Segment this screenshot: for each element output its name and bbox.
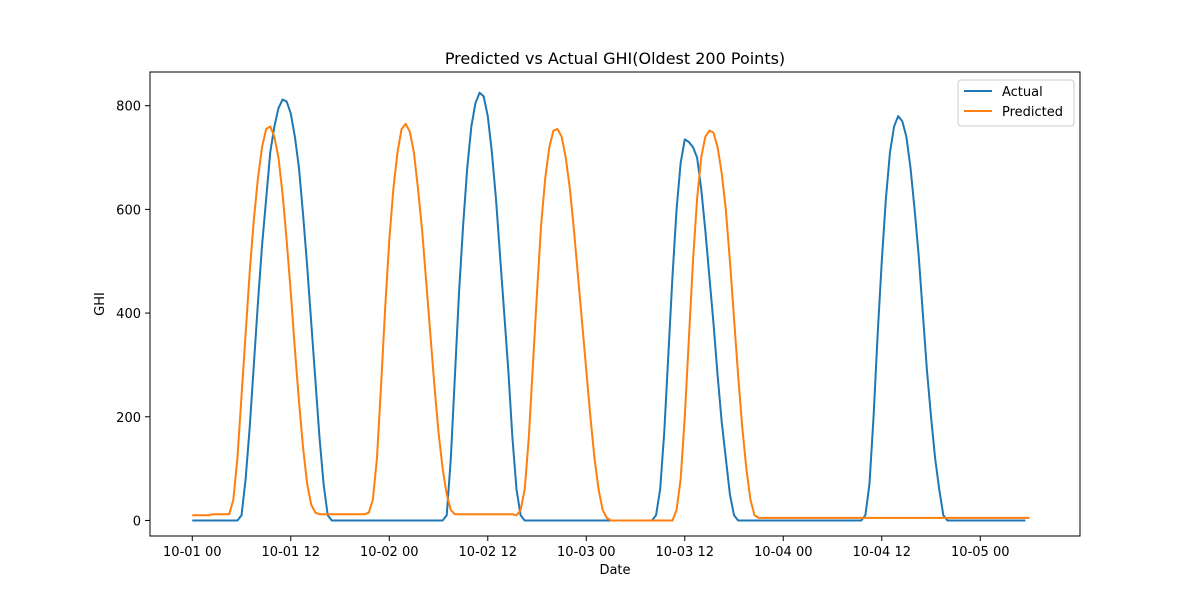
- plot-area: [149, 71, 1081, 537]
- y-tick-label: 200: [116, 411, 141, 426]
- y-tick-label: 800: [116, 100, 141, 115]
- x-tick-label: 10-04 12: [853, 545, 911, 560]
- y-tick-label: 400: [116, 307, 141, 322]
- y-axis-ticks: 0 200 400 600 800: [116, 100, 150, 529]
- plot-frame: [149, 71, 1081, 537]
- x-tick-label: 10-04 00: [754, 545, 812, 560]
- x-axis-label: Date: [599, 563, 630, 578]
- y-tick-label: 600: [116, 203, 141, 218]
- x-tick-label: 10-01 12: [262, 545, 320, 560]
- x-tick-label: 10-02 00: [360, 545, 418, 560]
- legend: Actual Predicted: [957, 79, 1075, 127]
- x-axis-ticks: 10-01 00 10-01 12 10-02 00 10-02 12 10-03 00…: [163, 536, 1009, 560]
- x-tick-label: 10-03 00: [557, 545, 615, 560]
- series-line-predicted: [192, 122, 1030, 522]
- x-tick-label: 10-01 00: [163, 545, 221, 560]
- y-tick-label: 0: [133, 514, 141, 529]
- y-axis-label: GHI: [93, 292, 108, 316]
- chart-title: Predicted vs Actual GHI(Oldest 200 Point…: [445, 49, 785, 68]
- legend-label-predicted: Predicted: [1002, 105, 1063, 120]
- legend-label-actual: Actual: [1002, 85, 1043, 100]
- x-tick-label: 10-05 00: [951, 545, 1009, 560]
- series-line-actual: [192, 91, 1026, 522]
- x-tick-label: 10-02 12: [459, 545, 517, 560]
- x-tick-label: 10-03 12: [656, 545, 714, 560]
- series-layer: [192, 91, 1030, 522]
